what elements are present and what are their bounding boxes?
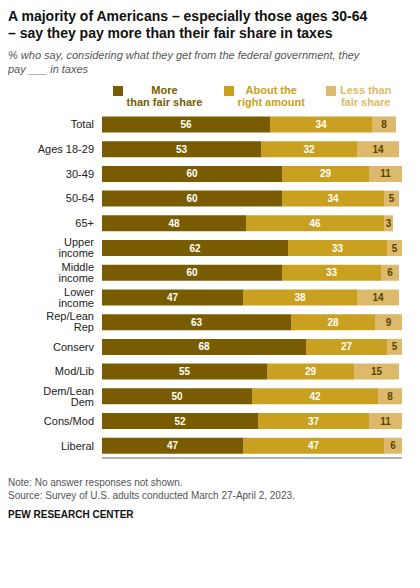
svg-text:11: 11 [380, 416, 391, 427]
svg-text:63: 63 [191, 317, 203, 328]
svg-text:27: 27 [341, 341, 353, 352]
svg-text:47: 47 [308, 440, 320, 451]
svg-text:14: 14 [372, 292, 384, 303]
html-text:than fair share: than fair share [126, 96, 203, 108]
html-text:% who say, considering what th: % who say, considering what they get fro… [8, 49, 360, 61]
html-text:Less than: Less than [340, 84, 392, 96]
svg-text:50: 50 [171, 391, 183, 402]
svg-text:Upperincome: Upperincome [59, 236, 95, 259]
svg-text:68: 68 [198, 341, 210, 352]
html-text:PEW RESEARCH CENTER: PEW RESEARCH CENTER [8, 509, 134, 520]
svg-text:14: 14 [372, 144, 384, 155]
svg-text:8: 8 [381, 119, 387, 130]
svg-text:Liberal: Liberal [61, 440, 94, 452]
svg-text:9: 9 [386, 317, 392, 328]
svg-text:60: 60 [186, 267, 198, 278]
html-text:More: More [151, 84, 178, 96]
svg-text:46: 46 [309, 218, 321, 229]
svg-text:34: 34 [327, 193, 339, 204]
svg-text:Middleincome: Middleincome [59, 261, 94, 284]
svg-text:32: 32 [303, 144, 315, 155]
svg-text:60: 60 [186, 193, 198, 204]
svg-text:30-49: 30-49 [66, 168, 94, 180]
html-text:right amount: right amount [237, 96, 305, 108]
svg-text:56: 56 [180, 119, 192, 130]
svg-text:34: 34 [315, 119, 327, 130]
svg-text:65+: 65+ [75, 217, 94, 229]
svg-text:8: 8 [387, 391, 393, 402]
svg-text:Lowerincome: Lowerincome [59, 286, 95, 309]
svg-text:Ages 18-29: Ages 18-29 [38, 143, 94, 155]
html-text:A majority of Americans – espe: A majority of Americans – especially tho… [8, 8, 368, 24]
svg-text:3: 3 [386, 218, 392, 229]
svg-text:60: 60 [186, 168, 198, 179]
html-text:fair share: fair share [340, 96, 391, 108]
html-text:Source: Survey of U.S. adults: Source: Survey of U.S. adults conducted … [8, 490, 295, 501]
svg-text:52: 52 [174, 416, 186, 427]
svg-text:47: 47 [167, 292, 179, 303]
svg-text:Rep/LeanRep: Rep/LeanRep [46, 310, 94, 333]
svg-text:47: 47 [167, 440, 179, 451]
svg-text:50-64: 50-64 [66, 192, 94, 204]
html-text:pay ___ in taxes: pay ___ in taxes [8, 63, 89, 75]
html-text:– say they pay more than their: – say they pay more than their fair shar… [8, 25, 333, 41]
svg-text:6: 6 [390, 440, 396, 451]
html-text:About the: About the [245, 84, 297, 96]
svg-text:38: 38 [294, 292, 306, 303]
svg-text:62: 62 [189, 243, 201, 254]
svg-text:Conserv: Conserv [53, 341, 94, 353]
svg-text:48: 48 [168, 218, 180, 229]
svg-text:42: 42 [309, 391, 321, 402]
svg-text:37: 37 [308, 416, 320, 427]
svg-text:5: 5 [389, 193, 395, 204]
svg-text:Cons/Mod: Cons/Mod [44, 415, 94, 427]
html-text:Note: No answer responses not: Note: No answer responses not shown. [8, 477, 183, 488]
svg-text:6: 6 [387, 267, 393, 278]
svg-text:5: 5 [392, 341, 398, 352]
svg-text:Total: Total [71, 118, 94, 130]
svg-text:29: 29 [305, 366, 317, 377]
svg-text:33: 33 [326, 267, 338, 278]
svg-text:5: 5 [392, 243, 398, 254]
svg-text:Mod/Lib: Mod/Lib [55, 365, 94, 377]
svg-text:28: 28 [327, 317, 339, 328]
svg-text:11: 11 [380, 168, 391, 179]
svg-text:29: 29 [320, 168, 332, 179]
svg-text:55: 55 [179, 366, 191, 377]
svg-text:Dem/LeanDem: Dem/LeanDem [43, 385, 94, 408]
svg-text:15: 15 [371, 366, 383, 377]
svg-text:33: 33 [332, 243, 344, 254]
svg-text:53: 53 [176, 144, 188, 155]
